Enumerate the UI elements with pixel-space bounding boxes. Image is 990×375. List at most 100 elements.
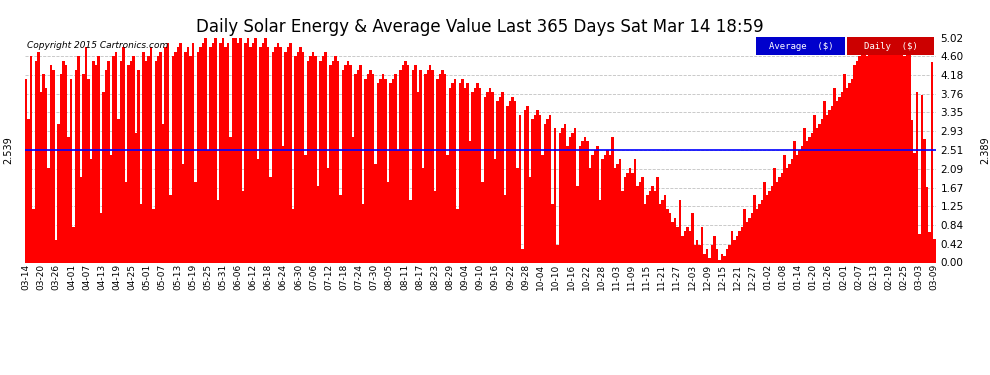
Bar [629,168,631,262]
Bar [845,88,848,262]
Bar [369,70,371,262]
Bar [499,97,501,262]
Bar [563,123,566,262]
Bar [240,38,242,262]
Bar [237,43,240,262]
Bar [576,186,579,262]
Bar [801,146,803,262]
Bar [743,209,745,262]
FancyBboxPatch shape [756,38,845,56]
Bar [254,38,256,262]
Bar [829,110,831,262]
Bar [169,195,172,262]
Bar [686,226,688,262]
Bar [397,150,399,262]
Bar [931,63,933,262]
Bar [514,101,517,262]
Bar [434,191,437,262]
Bar [359,65,361,262]
Bar [142,52,145,262]
Bar [601,159,604,262]
Bar [788,164,791,262]
Bar [896,43,898,262]
Text: 2.389: 2.389 [981,136,990,164]
Bar [734,240,736,262]
Bar [688,231,691,262]
Bar [409,200,412,262]
Bar [644,204,646,262]
Bar [716,249,719,262]
Bar [102,92,105,262]
Bar [282,146,284,262]
Bar [50,65,52,262]
Bar [868,52,870,262]
Bar [354,74,356,262]
Bar [898,47,901,262]
Bar [40,92,43,262]
Bar [69,79,72,262]
Bar [479,88,481,262]
Bar [417,92,419,262]
Bar [174,52,177,262]
Bar [803,128,806,262]
Bar [691,213,694,262]
Bar [225,47,227,262]
Bar [187,47,189,262]
Bar [154,61,157,262]
Bar [30,56,33,262]
Bar [786,168,788,262]
Bar [249,47,251,262]
Bar [45,88,48,262]
Title: Daily Solar Energy & Average Value Last 365 Days Sat Mar 14 18:59: Daily Solar Energy & Average Value Last … [196,18,764,36]
Bar [928,232,931,262]
Bar [140,204,142,262]
Bar [813,115,816,262]
Bar [389,83,392,262]
Bar [836,101,839,262]
Bar [721,254,724,262]
Bar [529,177,532,262]
Bar [739,231,741,262]
Bar [162,123,164,262]
Bar [819,123,821,262]
Bar [28,119,30,262]
Bar [509,101,512,262]
Bar [532,119,534,262]
Bar [676,226,678,262]
Bar [668,213,671,262]
Bar [197,52,199,262]
Bar [419,70,422,262]
Bar [566,146,568,262]
Bar [558,132,561,262]
Bar [279,47,282,262]
Bar [694,244,696,262]
Bar [322,56,324,262]
Bar [194,182,197,262]
Bar [122,47,125,262]
Bar [546,119,548,262]
Bar [314,56,317,262]
Bar [454,79,456,262]
Bar [157,56,159,262]
Bar [319,61,322,262]
Bar [489,88,491,262]
Bar [64,65,67,262]
Bar [594,150,596,262]
Bar [517,168,519,262]
Bar [534,115,537,262]
Bar [277,43,279,262]
Bar [696,240,699,262]
Bar [62,61,64,262]
Bar [90,159,92,262]
Bar [756,209,758,262]
Bar [38,52,40,262]
Bar [766,195,768,262]
Bar [117,119,120,262]
Bar [48,168,50,262]
Bar [711,244,714,262]
Bar [412,70,414,262]
Bar [374,164,376,262]
Bar [164,47,167,262]
Bar [714,236,716,262]
Bar [345,65,346,262]
